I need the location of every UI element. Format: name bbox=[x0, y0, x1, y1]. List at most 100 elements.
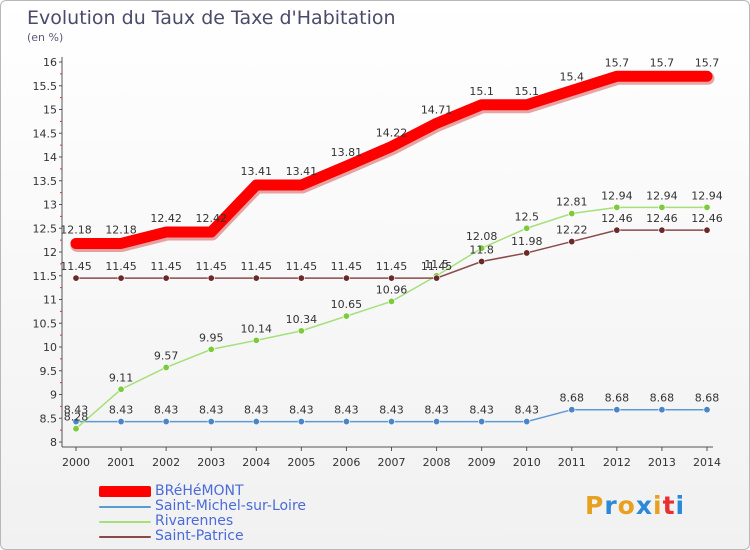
data-label: 8.43 bbox=[64, 404, 89, 417]
y-tick-label: 14 bbox=[43, 151, 57, 164]
data-point bbox=[252, 336, 260, 344]
x-tick-label: 2003 bbox=[197, 456, 225, 469]
data-point bbox=[658, 203, 666, 211]
y-tick-label: 13.5 bbox=[33, 175, 58, 188]
data-label: 8.68 bbox=[650, 392, 675, 405]
data-label: 11.45 bbox=[241, 260, 273, 273]
logo-letter: r bbox=[604, 491, 618, 520]
data-point bbox=[568, 406, 576, 414]
x-tick-label: 2004 bbox=[242, 456, 270, 469]
y-tick-label: 12 bbox=[43, 246, 57, 259]
data-label: 8.43 bbox=[109, 404, 134, 417]
data-label: 8.43 bbox=[469, 404, 494, 417]
logo-letter: x bbox=[635, 491, 653, 520]
data-label: 13.41 bbox=[241, 165, 273, 178]
data-point bbox=[387, 297, 395, 305]
x-tick-label: 2005 bbox=[287, 456, 315, 469]
data-point bbox=[117, 274, 125, 282]
data-label: 8.43 bbox=[379, 404, 404, 417]
data-label: 14.22 bbox=[376, 127, 408, 140]
data-point bbox=[252, 274, 260, 282]
legend-swatch bbox=[99, 486, 151, 497]
y-tick-label: 12.5 bbox=[33, 222, 58, 235]
data-point bbox=[387, 274, 395, 282]
y-tick-label: 8.5 bbox=[40, 412, 58, 425]
data-label: 11.45 bbox=[60, 260, 92, 273]
data-point bbox=[478, 257, 486, 265]
proxiti-logo: Proxiti bbox=[585, 491, 685, 520]
data-label: 11.45 bbox=[421, 260, 453, 273]
logo-letter: t bbox=[662, 491, 676, 520]
data-point bbox=[162, 363, 170, 371]
data-point bbox=[117, 385, 125, 393]
x-tick-label: 2011 bbox=[558, 456, 586, 469]
data-label: 8.43 bbox=[334, 404, 359, 417]
data-point bbox=[207, 345, 215, 353]
data-label: 15.7 bbox=[650, 56, 675, 69]
data-label: 9.57 bbox=[154, 349, 179, 362]
legend-swatch bbox=[99, 521, 151, 523]
data-point bbox=[72, 418, 80, 426]
data-point bbox=[523, 418, 531, 426]
data-label: 13.81 bbox=[331, 146, 363, 159]
data-point bbox=[342, 418, 350, 426]
data-label: 12.46 bbox=[691, 212, 723, 225]
data-point bbox=[342, 274, 350, 282]
data-point bbox=[568, 238, 576, 246]
x-tick-label: 2007 bbox=[378, 456, 406, 469]
legend-label: Rivarennes bbox=[155, 513, 234, 529]
data-label: 8.43 bbox=[154, 404, 179, 417]
data-point bbox=[523, 224, 531, 232]
data-label: 15.1 bbox=[514, 85, 539, 98]
data-label: 12.22 bbox=[556, 224, 588, 237]
data-label: 12.46 bbox=[646, 212, 678, 225]
data-label: 8.68 bbox=[605, 392, 630, 405]
data-label: 11.45 bbox=[195, 260, 227, 273]
data-label: 14.71 bbox=[421, 103, 453, 116]
data-label: 12.94 bbox=[691, 189, 723, 202]
x-tick-label: 2001 bbox=[107, 456, 135, 469]
y-tick-label: 15.5 bbox=[33, 80, 58, 93]
x-tick-label: 2002 bbox=[152, 456, 180, 469]
data-point bbox=[72, 274, 80, 282]
logo-letter: i bbox=[675, 491, 686, 520]
x-tick-label: 2006 bbox=[332, 456, 360, 469]
data-point bbox=[658, 226, 666, 234]
y-tick-label: 14.5 bbox=[33, 127, 58, 140]
data-point bbox=[162, 418, 170, 426]
data-label: 8.68 bbox=[695, 392, 720, 405]
x-tick-label: 2010 bbox=[513, 456, 541, 469]
data-label: 8.43 bbox=[199, 404, 224, 417]
data-label: 15.7 bbox=[605, 56, 630, 69]
data-label: 10.34 bbox=[286, 313, 318, 326]
data-point bbox=[478, 244, 486, 252]
data-point bbox=[342, 312, 350, 320]
data-point bbox=[162, 274, 170, 282]
y-tick-label: 9 bbox=[50, 389, 57, 402]
data-label: 11.45 bbox=[150, 260, 182, 273]
data-label: 11.98 bbox=[511, 235, 543, 248]
x-tick-label: 2008 bbox=[423, 456, 451, 469]
data-label: 11.45 bbox=[105, 260, 137, 273]
data-label: 12.42 bbox=[195, 212, 227, 225]
data-label: 11.5 bbox=[424, 258, 449, 271]
data-label: 15.4 bbox=[560, 71, 585, 84]
data-label: 8.28 bbox=[64, 411, 89, 424]
y-tick-label: 13 bbox=[43, 199, 57, 212]
data-point bbox=[297, 274, 305, 282]
data-point bbox=[703, 226, 711, 234]
data-point bbox=[433, 274, 441, 282]
data-point bbox=[433, 418, 441, 426]
y-tick-label: 16 bbox=[43, 56, 57, 69]
x-tick-label: 2012 bbox=[603, 456, 631, 469]
data-point bbox=[72, 425, 80, 433]
data-label: 8.43 bbox=[424, 404, 449, 417]
x-tick-label: 2000 bbox=[62, 456, 90, 469]
data-label: 11.45 bbox=[376, 260, 408, 273]
data-label: 12.81 bbox=[556, 196, 588, 209]
data-label: 15.1 bbox=[469, 85, 494, 98]
y-unit-label: (en %) bbox=[27, 31, 64, 44]
data-point bbox=[297, 327, 305, 335]
y-tick-label: 10 bbox=[43, 341, 57, 354]
